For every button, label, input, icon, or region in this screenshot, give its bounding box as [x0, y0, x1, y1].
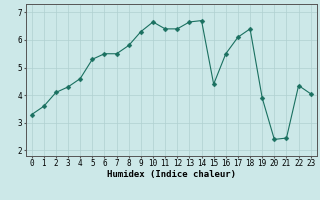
X-axis label: Humidex (Indice chaleur): Humidex (Indice chaleur) — [107, 170, 236, 179]
